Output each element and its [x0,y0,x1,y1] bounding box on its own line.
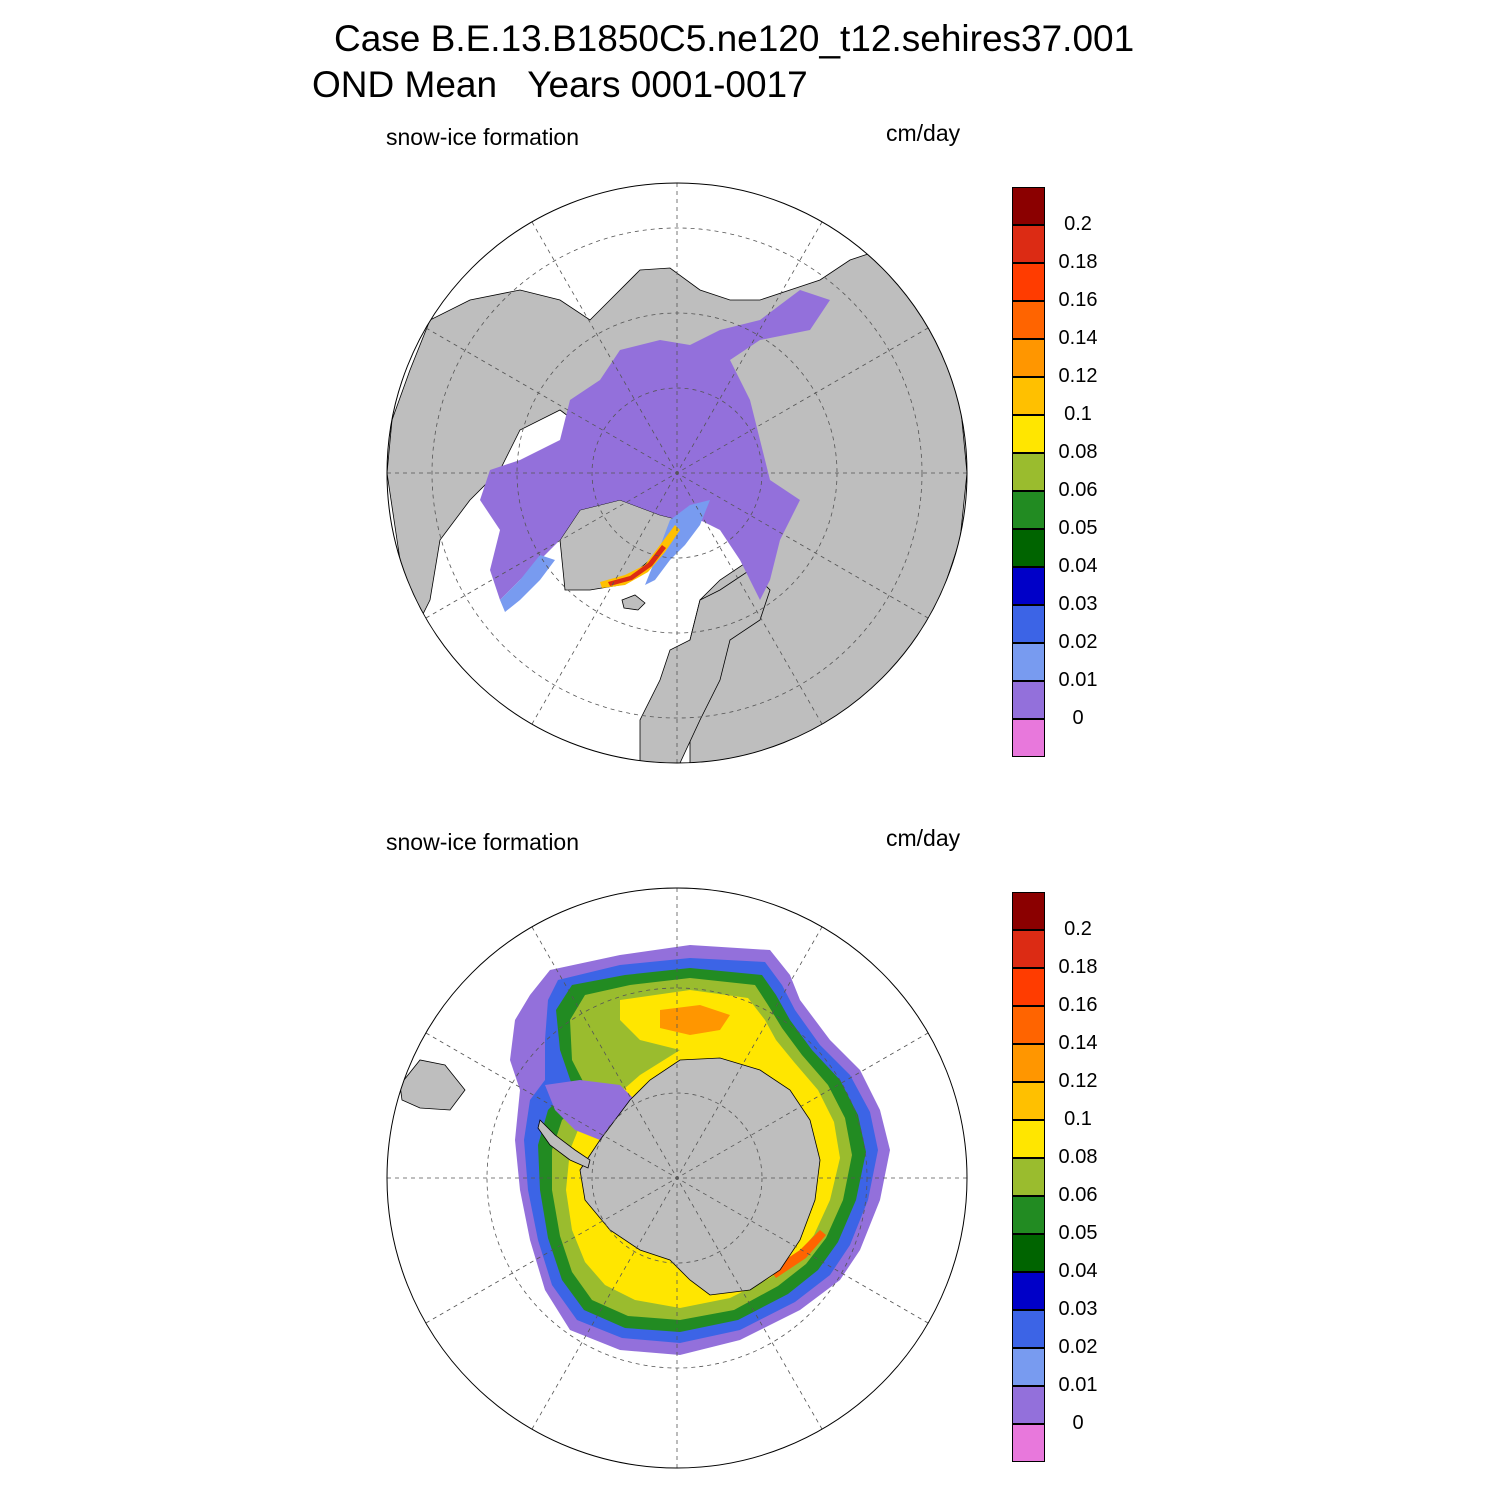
colorbar-tick-label: 0.06 [1058,1184,1098,1206]
colorbar-swatch [1012,529,1045,567]
colorbar-swatch [1012,1348,1045,1386]
north-polar-map [387,183,967,763]
colorbar-tick-label: 0.06 [1058,479,1098,501]
south-ice-ring-red-streak [770,1230,826,1278]
colorbar-tick-label: 0.05 [1058,517,1098,539]
colorbar-swatch [1012,719,1045,757]
south-land-antarctic-peninsula [537,1119,591,1169]
colorbar-tick-label: 0.1 [1064,403,1092,425]
colorbar-tick-label: 0.01 [1058,669,1098,691]
south-polar-map [387,888,967,1468]
colorbar-swatch [1012,1424,1045,1462]
north-land-iceland [621,594,646,611]
colorbar-swatch [1012,968,1045,1006]
colorbar-tick-label: 0.18 [1058,251,1098,273]
colorbar-tick-label: 0.04 [1058,1260,1098,1282]
colorbar-swatch [1012,225,1045,263]
colorbar-tick-label: 0.01 [1058,1374,1098,1396]
colorbar-tick-label: 0.12 [1058,365,1098,387]
colorbar-tick-label: 0.14 [1058,1032,1098,1054]
colorbar-tick-label: 0 [1072,1412,1084,1434]
south-land-antarctica [579,1057,821,1296]
north-graticule [387,183,967,763]
colorbar-tick-label: 0.2 [1064,918,1092,940]
colorbar-swatch [1012,415,1045,453]
colorbar-swatch [1012,567,1045,605]
colorbar-swatch [1012,892,1045,930]
colorbar-swatch [1012,263,1045,301]
colorbar-south-labels: 0.2 0.18 0.16 0.14 0.12 0.1 0.08 0.06 0.05 0.04 0.… [1050,892,1106,1462]
colorbar-tick-label: 0.08 [1058,441,1098,463]
colorbar-swatch [1012,605,1045,643]
colorbar-swatch [1012,930,1045,968]
colorbar-swatch [1012,1196,1045,1234]
north-map-border [386,182,968,764]
colorbar-swatch [1012,1006,1045,1044]
colorbar-south [1012,892,1046,1462]
colorbar-swatch [1012,681,1045,719]
south-graticule [387,888,967,1468]
colorbar-swatch [1012,1310,1045,1348]
colorbar-swatch [1012,1044,1045,1082]
colorbar-swatch [1012,187,1045,225]
colorbar-tick-label: 0.08 [1058,1146,1098,1168]
north-land-europe [639,569,771,763]
panel-north-label: snow-ice formation [386,124,580,150]
colorbar-swatch [1012,1158,1045,1196]
colorbar-tick-label: 0.1 [1064,1108,1092,1130]
figure-title-line2: OND Mean Years 0001-0017 [312,64,808,105]
colorbar-tick-label: 0.14 [1058,327,1098,349]
north-ice-greenland-east-high [600,525,680,588]
south-ice-ring-orange [660,1005,730,1035]
colorbar-swatch [1012,1234,1045,1272]
colorbar-north [1012,187,1046,757]
panel-south-label: snow-ice formation [386,829,580,855]
south-map-border [386,887,968,1469]
colorbar-swatch [1012,1082,1045,1120]
colorbar-swatch [1012,1386,1045,1424]
colorbar-swatch [1012,377,1045,415]
colorbar-tick-label: 0 [1072,707,1084,729]
colorbar-tick-label: 0.05 [1058,1222,1098,1244]
colorbar-swatch [1012,453,1045,491]
colorbar-tick-label: 0.04 [1058,555,1098,577]
colorbar-tick-label: 0.2 [1064,213,1092,235]
colorbar-swatch [1012,643,1045,681]
panel-north-units: cm/day [886,120,961,146]
colorbar-tick-label: 0.03 [1058,1298,1098,1320]
colorbar-swatch [1012,1272,1045,1310]
south-land-south-america [399,1059,466,1111]
colorbar-swatch [1012,301,1045,339]
colorbar-swatch [1012,1120,1045,1158]
colorbar-swatch [1012,339,1045,377]
north-ice-labrador [500,555,555,612]
colorbar-tick-label: 0.03 [1058,593,1098,615]
colorbar-north-labels: 0.2 0.18 0.16 0.14 0.12 0.1 0.08 0.06 0.05 0.04 0.… [1050,187,1106,757]
colorbar-tick-label: 0.12 [1058,1070,1098,1092]
north-ice-arctic-basin [480,290,830,600]
north-ice-greenland-east [645,500,710,585]
colorbar-tick-label: 0.16 [1058,289,1098,311]
colorbar-tick-label: 0.18 [1058,956,1098,978]
colorbar-swatch [1012,491,1045,529]
colorbar-tick-label: 0.16 [1058,994,1098,1016]
colorbar-tick-label: 0.02 [1058,1336,1098,1358]
colorbar-tick-label: 0.02 [1058,631,1098,653]
figure-title-line1: Case B.E.13.B1850C5.ne120_t12.sehires37.… [334,18,1135,59]
panel-south-units: cm/day [886,825,961,851]
